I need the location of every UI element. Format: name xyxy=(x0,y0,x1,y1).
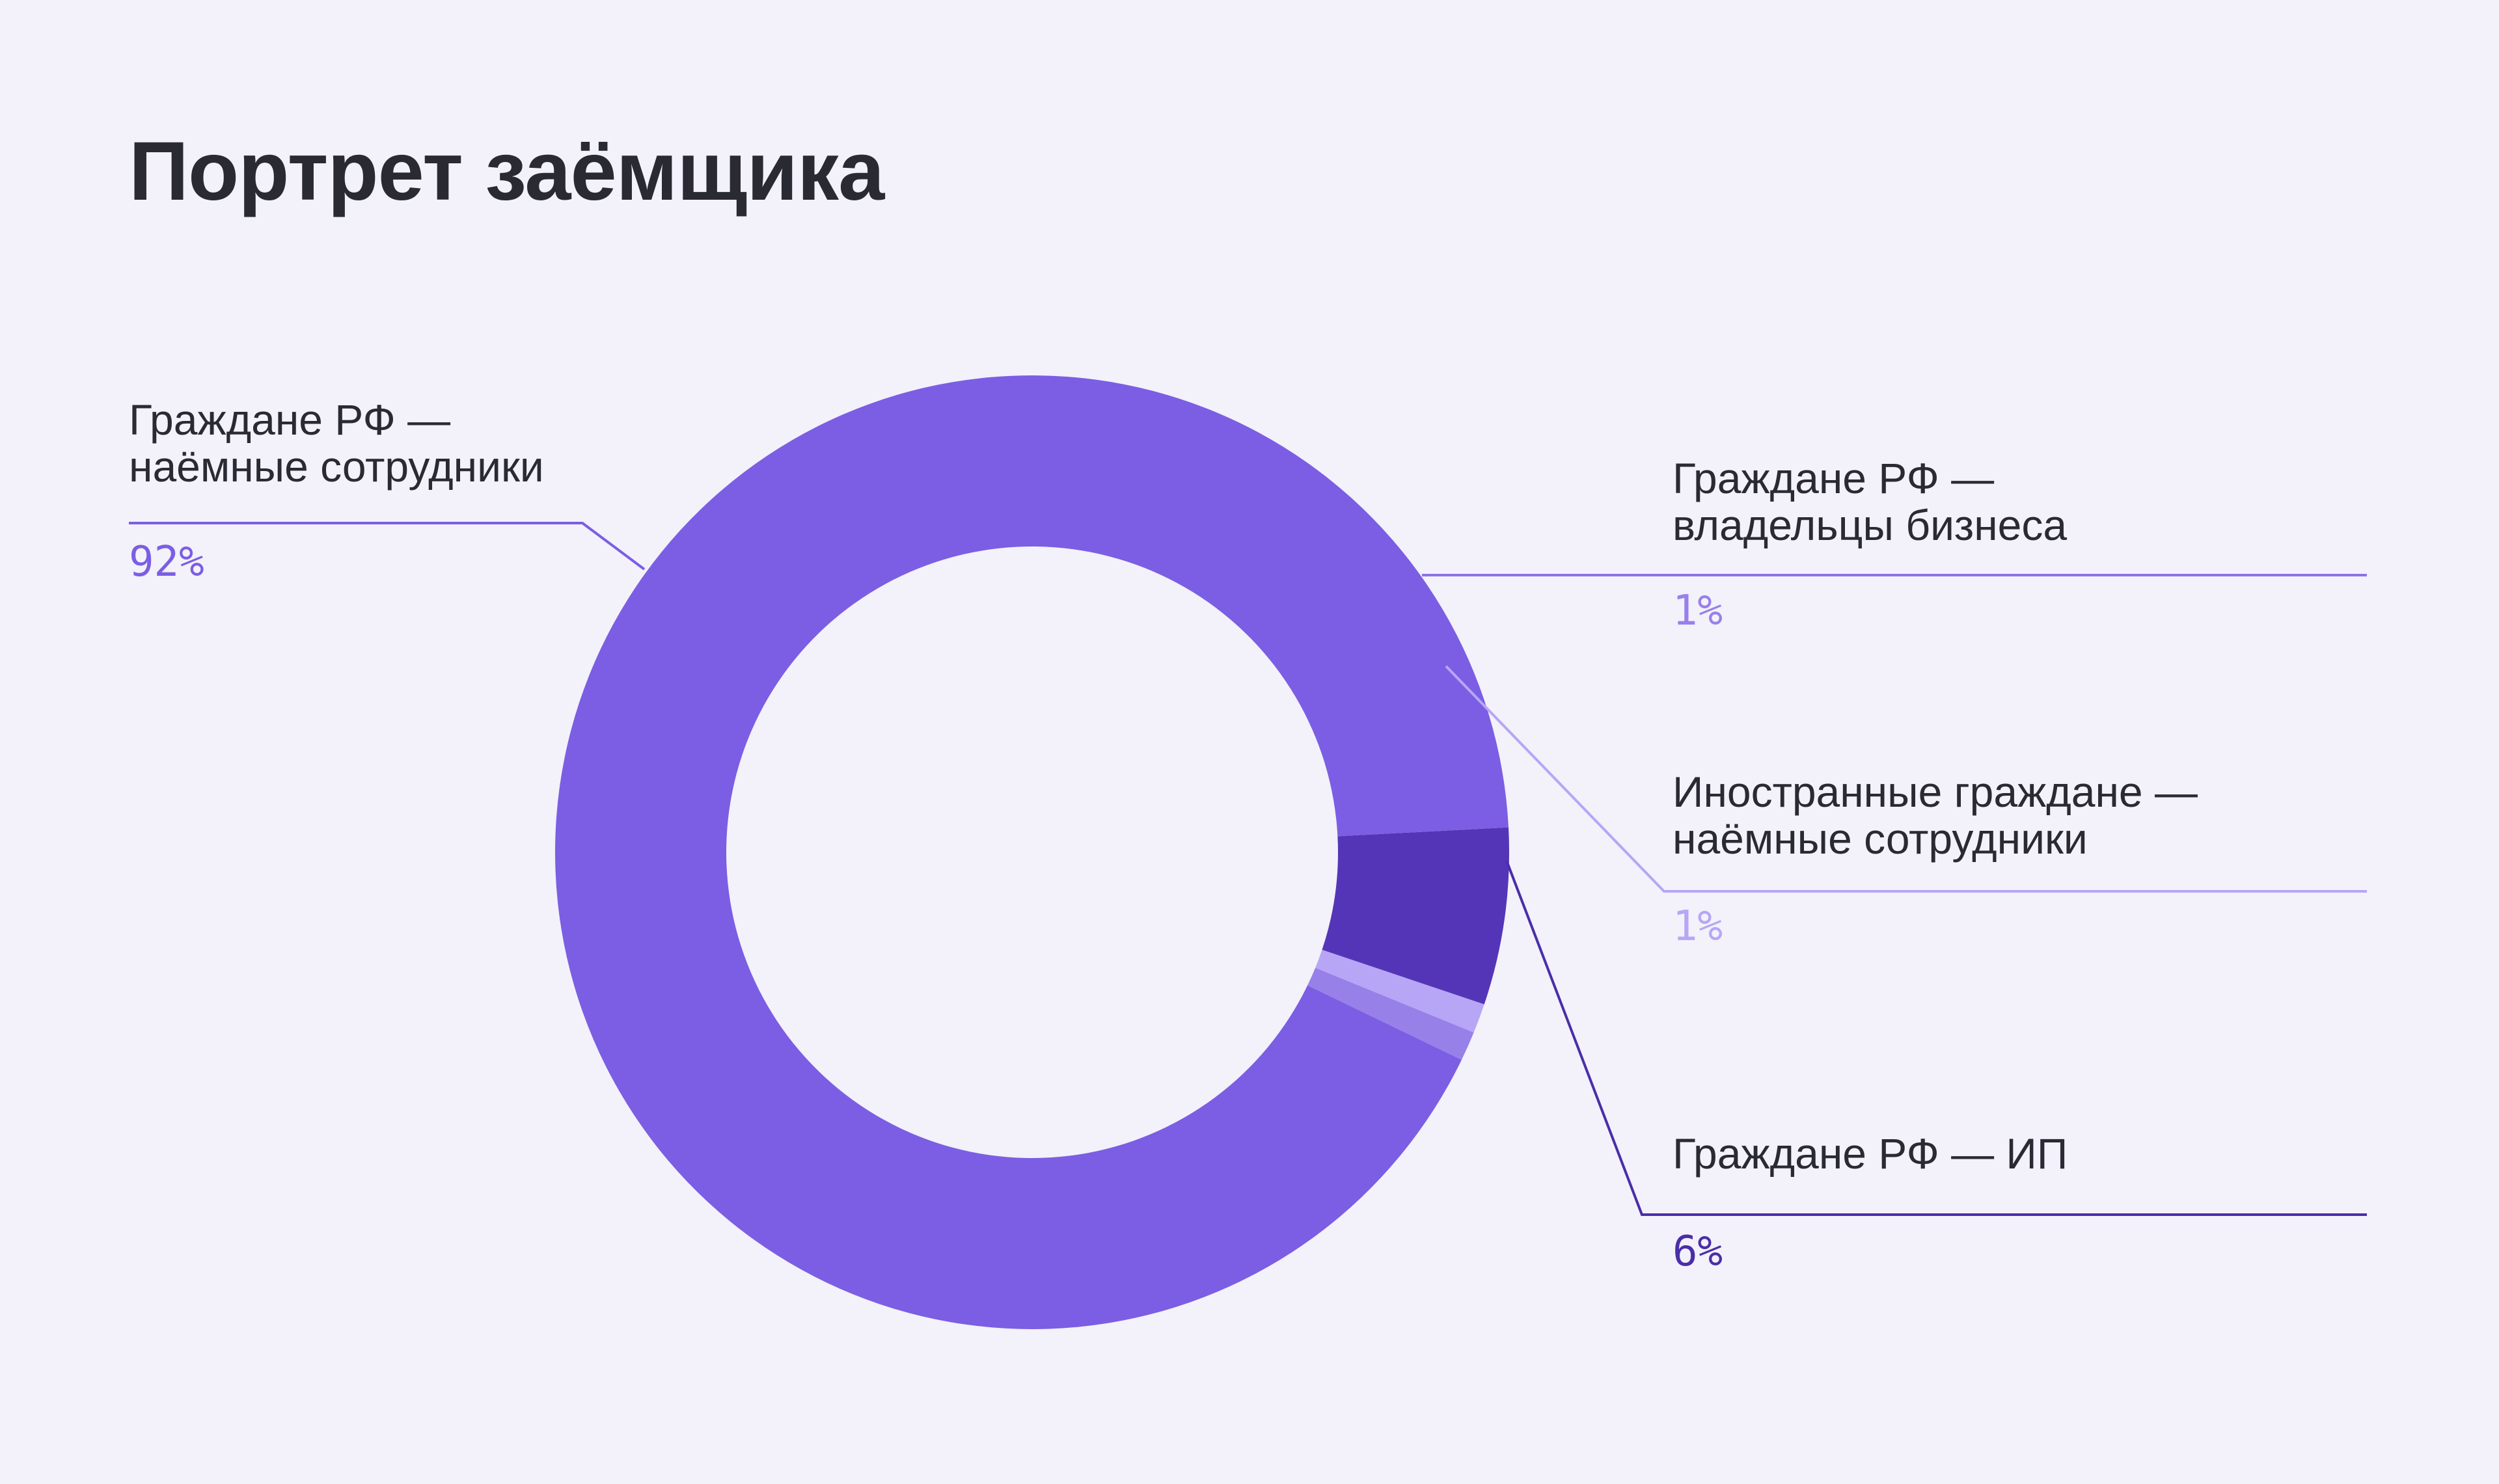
slice-label-3-line-2: наёмные сотрудники xyxy=(1673,815,2088,863)
slice-label-1-line-1: Граждане РФ — xyxy=(129,396,450,444)
slice-label-2-line-1: Граждане РФ — xyxy=(1673,454,1994,502)
page-title: Портрет заёмщика xyxy=(129,125,884,218)
leader-line-4 xyxy=(1505,860,2367,1216)
slice-label-3-line-1: Иностранные граждане — xyxy=(1673,768,2198,816)
leader-lines xyxy=(129,522,2367,1216)
slice-label-4-line-1: Граждане РФ — ИП xyxy=(1673,1129,2068,1178)
leader-line-1 xyxy=(129,522,646,571)
slice-label-2-line-2: владельцы бизнеса xyxy=(1673,501,2067,549)
donut-slice-4 xyxy=(1322,827,1509,1005)
donut-slice-1 xyxy=(555,375,1509,1330)
slice-value-2: 1% xyxy=(1673,587,1723,635)
slice-value-1: 92% xyxy=(129,538,204,586)
donut-slices xyxy=(555,375,1509,1330)
leader-line-3 xyxy=(1445,665,2367,893)
slice-value-4: 6% xyxy=(1673,1228,1723,1276)
slice-value-3: 1% xyxy=(1673,902,1723,951)
donut-slice-3 xyxy=(1315,949,1484,1032)
slice-label-1-line-2: наёмные сотрудники xyxy=(129,442,544,491)
donut-slice-2 xyxy=(1307,967,1474,1060)
slice-labels: Граждане РФ —наёмные сотрудники92%Гражда… xyxy=(129,396,2198,1276)
